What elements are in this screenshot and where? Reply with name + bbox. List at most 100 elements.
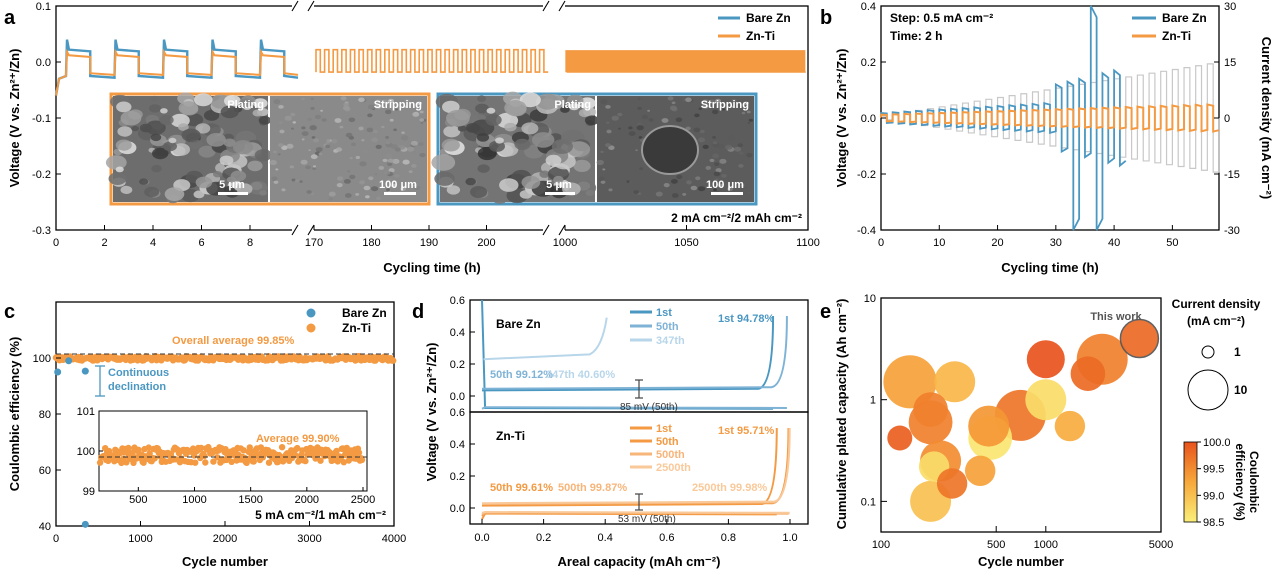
sem-grain: [519, 190, 533, 199]
sem-grain: [387, 158, 394, 163]
x-tick-label: 500: [987, 539, 1005, 551]
sem-grain: [313, 138, 319, 143]
inset-data-point: [129, 449, 136, 456]
sem-grain: [401, 131, 405, 134]
sem-grain: [661, 118, 669, 123]
y-tick-label: 0.2: [450, 471, 465, 483]
sem-grain: [320, 109, 323, 112]
sem-grain: [521, 122, 539, 135]
sem-grain: [351, 142, 356, 147]
sem-scale-bar: [711, 192, 743, 195]
x-tick-label: 100: [872, 539, 890, 551]
top-ce-50th: 50th 99.12%: [490, 369, 553, 381]
sem-grain: [279, 121, 283, 124]
sem-grain: [279, 129, 285, 134]
sem-grain: [738, 151, 744, 155]
panel-a-label: a: [4, 7, 16, 29]
sem-grain: [693, 127, 701, 133]
sem-grain: [628, 126, 633, 130]
legend-bare-zn: Bare Zn: [1162, 11, 1207, 25]
data-point-bare-zn: [54, 368, 62, 376]
y-tick-label: 80: [39, 409, 51, 421]
sem-grain: [655, 191, 663, 197]
sem-grain: [567, 141, 591, 158]
legend-zn-ti: Zn-Ti: [342, 321, 371, 335]
sem-grain: [308, 149, 311, 152]
sem-grain: [402, 101, 407, 105]
sem-frame-bare-zn: [436, 92, 758, 206]
sem-grain: [336, 183, 343, 188]
sem-grain: [325, 144, 331, 149]
sem-grain: [252, 98, 268, 109]
legend-marker-zn-ti: [306, 323, 316, 333]
sem-grain: [698, 137, 706, 143]
sem-grain: [367, 113, 373, 118]
overall-average-label: Overall average 99.85%: [172, 335, 295, 347]
top-ce-1st: 1st 94.78%: [718, 313, 774, 325]
sem-grain: [410, 140, 418, 146]
panel-c-inset-y-ticks: 101 100 99: [77, 406, 103, 498]
sem-grain: [375, 99, 383, 105]
sem-grain: [655, 197, 660, 201]
sem-grain: [277, 153, 281, 156]
panel-a-legend: Bare Zn Zn-Ti: [718, 11, 791, 43]
sem-scale-bar: [218, 192, 248, 195]
sem-grain: [702, 144, 709, 149]
sem-grain: [301, 131, 309, 137]
panel-b-legend: Bare Zn Zn-Ti: [1132, 11, 1207, 43]
sem-grain: [151, 164, 162, 173]
sem-grain: [408, 170, 413, 174]
sem-grain: [598, 176, 605, 181]
sem-grain: [394, 147, 401, 152]
series-zn-ti: [880, 103, 1220, 133]
x-tick-label: 10: [933, 237, 945, 249]
sem-grain: [278, 105, 284, 109]
panel-c-condition: 5 mA cm⁻²/1 mAh cm⁻²: [255, 508, 386, 522]
sem-grain: [290, 112, 296, 117]
sem-grain: [375, 196, 382, 201]
sem-scale-label: 100 μm: [379, 179, 417, 191]
data-point-bare-zn: [81, 367, 89, 375]
sem-grain: [331, 139, 338, 144]
panel-d-label: d: [412, 301, 424, 323]
sem-grain: [605, 143, 611, 148]
sem-grain: [326, 138, 330, 142]
data-point-zn-ti: [390, 357, 397, 364]
y-tick-label: 40: [39, 521, 51, 533]
x-tick-label: 170: [305, 237, 323, 249]
panel-b-ylabel: Voltage (V vs. Zn²⁺/Zn): [834, 49, 849, 188]
inset-data-point: [146, 450, 153, 457]
panel-a-x-ticks: 0 2 4 6 8 170 180 190 200 1000 1050 1100: [53, 225, 820, 249]
bottom-ce-500th: 500th 99.87%: [558, 482, 627, 494]
panel-c-xlabel: Cycle number: [182, 554, 268, 569]
sem-grain: [311, 136, 316, 139]
sem-grain: [712, 153, 720, 159]
sem-grain: [714, 162, 720, 166]
sem-grain: [727, 187, 733, 191]
sem-grain: [305, 165, 311, 170]
x-tick-label: 0.0: [474, 532, 489, 544]
sem-grain: [725, 144, 733, 150]
panel-b-y-ticks: 0.4 0.2 0.0 -0.2 -0.4: [857, 1, 886, 237]
sem-grain: [731, 98, 737, 103]
sem-grain: [301, 138, 305, 141]
sem-grain: [738, 164, 744, 168]
sem-grain: [299, 180, 303, 183]
x-tick-label: 1000: [128, 533, 152, 545]
sem-grain: [446, 185, 461, 195]
inset-y-tick-label: 100: [77, 446, 95, 458]
colorbar: [1183, 441, 1198, 523]
sem-grain: [300, 159, 308, 165]
sem-grain: [291, 127, 294, 130]
y-tick-label: -0.2: [32, 169, 51, 181]
sem-grain: [284, 115, 292, 121]
sem-label-plating: Plating: [227, 99, 264, 111]
sem-scale-bar: [545, 192, 575, 195]
sem-grain: [578, 108, 591, 118]
sem-grain: [514, 138, 531, 150]
sem-grain: [178, 123, 189, 131]
sem-grain: [159, 115, 174, 125]
x-tick-label: 200: [477, 237, 495, 249]
y-tick-label: 0.1: [36, 1, 51, 13]
panel-b-xlabel: Cycling time (h): [1001, 260, 1099, 275]
